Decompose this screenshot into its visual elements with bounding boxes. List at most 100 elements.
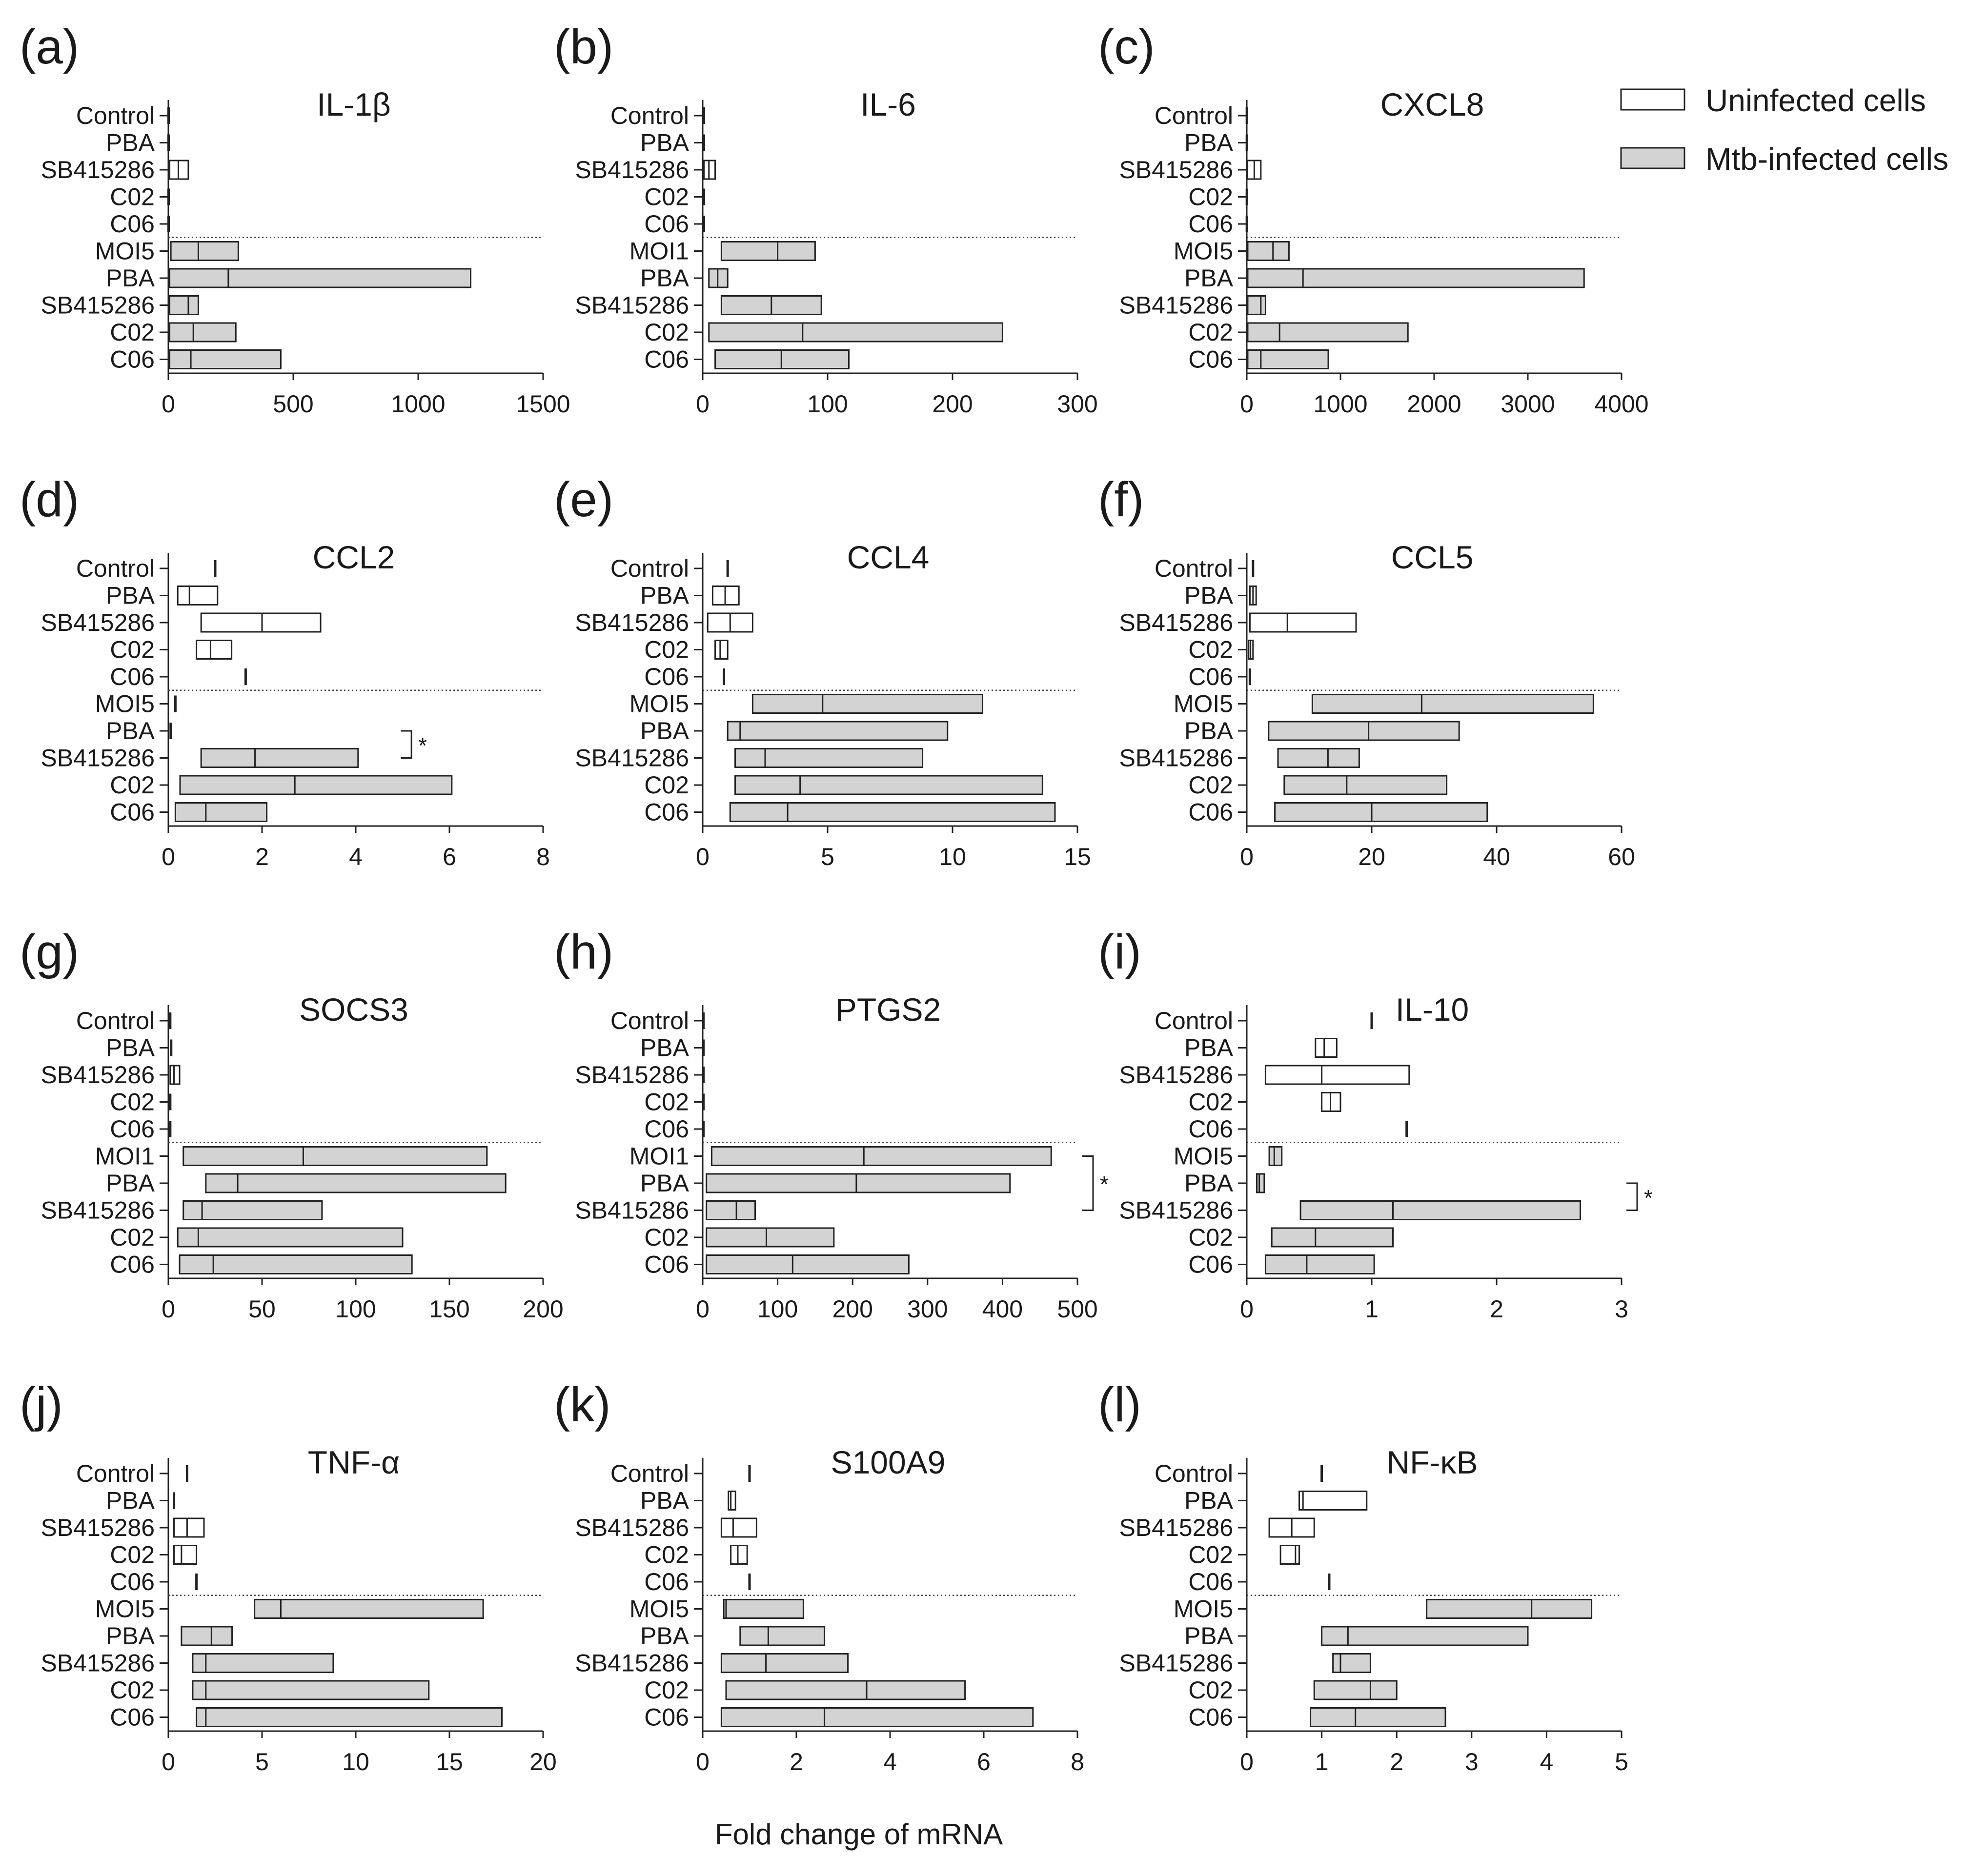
panel-title: CCL2 xyxy=(313,539,395,575)
category-label: SB415286 xyxy=(41,745,155,772)
range-bar xyxy=(739,1626,826,1646)
range-bar xyxy=(177,585,219,606)
category-label: PBA xyxy=(1184,717,1234,745)
x-tick-label: 0 xyxy=(1240,1748,1254,1776)
legend-item-infected: Mtb-infected cells xyxy=(1620,141,1948,177)
x-tick-label: 200 xyxy=(932,390,973,418)
category-label: C06 xyxy=(110,1115,155,1143)
panel-letter: (f) xyxy=(1098,472,1144,527)
category-label: SB415286 xyxy=(41,1197,155,1224)
category-label: C06 xyxy=(1188,210,1233,238)
range-bar xyxy=(1247,241,1290,261)
category-label: C06 xyxy=(1188,663,1233,690)
range-bar xyxy=(734,748,924,768)
x-tick-label: 6 xyxy=(443,843,456,870)
panel-i: (i)IL-100 1 2 3ControlPBASB415286C02C06MOI5… xyxy=(1098,925,1653,1323)
range-bar xyxy=(179,775,453,795)
range-bar xyxy=(192,1653,334,1673)
category-label: PBA xyxy=(640,1622,690,1650)
category-label: SB415286 xyxy=(1119,1514,1233,1541)
category-label: C06 xyxy=(644,210,689,238)
category-label: C02 xyxy=(110,1224,155,1251)
x-tick-label: 500 xyxy=(1057,1295,1097,1323)
category-label: Control xyxy=(610,555,689,582)
x-tick-label: 0 xyxy=(162,843,175,870)
x-tick-label: 2 xyxy=(1490,1295,1503,1323)
range-bar xyxy=(1277,748,1360,768)
category-label: C02 xyxy=(644,1676,689,1704)
x-tick-label: 0 xyxy=(162,1748,175,1776)
legend-label-uninfected: Uninfected cells xyxy=(1705,83,1926,118)
range-bar xyxy=(181,1626,233,1646)
category-label: C02 xyxy=(644,1089,689,1116)
category-label: PBA xyxy=(106,1487,155,1514)
x-tick-label: 3 xyxy=(1465,1748,1479,1776)
category-label: PBA xyxy=(640,1170,690,1197)
category-label: MOI5 xyxy=(1174,1595,1233,1623)
category-label: C06 xyxy=(1188,1568,1233,1595)
range-bar xyxy=(1321,1626,1529,1646)
x-tick-label: 100 xyxy=(757,1295,798,1323)
category-label: C02 xyxy=(644,1224,689,1251)
x-tick-label: 1000 xyxy=(391,390,445,418)
category-label: PBA xyxy=(1184,582,1234,609)
range-bar xyxy=(1264,1254,1375,1274)
range-bar xyxy=(751,694,983,714)
range-bar xyxy=(1332,1653,1371,1673)
category-label: PBA xyxy=(1184,1487,1234,1514)
category-label: PBA xyxy=(640,129,690,157)
category-label: PBA xyxy=(640,1034,690,1062)
category-label: PBA xyxy=(106,1622,155,1650)
category-label: Control xyxy=(1155,555,1233,582)
panel-b: (b)IL-60 100 200 300ControlPBASB415286C02C0… xyxy=(554,20,1098,418)
x-tick-label: 200 xyxy=(523,1295,563,1323)
category-label: C06 xyxy=(644,346,689,373)
panel-title: PTGS2 xyxy=(835,991,941,1028)
panel-letter: (j) xyxy=(20,1377,63,1432)
panels: (a)IL-1β0 500 1000 1500ControlPBASB415286C0… xyxy=(20,20,1653,1776)
category-label: C02 xyxy=(1188,1089,1233,1116)
range-bar xyxy=(1256,1173,1265,1193)
category-label: MOI5 xyxy=(1174,1143,1233,1170)
category-label: C02 xyxy=(644,1541,689,1569)
range-bar xyxy=(192,1680,430,1700)
category-label: C02 xyxy=(110,319,155,346)
significance-star: * xyxy=(418,733,427,758)
range-bar xyxy=(725,1680,966,1700)
category-label: C06 xyxy=(110,210,155,238)
category-label: PBA xyxy=(1184,129,1234,157)
category-label: SB415286 xyxy=(575,1650,689,1677)
panel-letter: (b) xyxy=(554,20,613,74)
range-bar xyxy=(1247,268,1585,288)
x-tick-label: 2 xyxy=(255,843,269,870)
range-bar xyxy=(1268,721,1460,741)
category-label: MOI5 xyxy=(95,690,155,718)
category-label: C06 xyxy=(644,1251,689,1278)
x-tick-label: 2000 xyxy=(1407,390,1461,418)
x-tick-label: 1 xyxy=(1365,1295,1379,1323)
range-bar xyxy=(205,1173,507,1193)
panel-title: IL-6 xyxy=(860,86,916,122)
category-label: C06 xyxy=(644,1568,689,1595)
range-bar xyxy=(169,268,472,288)
category-label: SB415286 xyxy=(41,156,155,183)
category-label: C02 xyxy=(110,771,155,799)
x-tick-label: 0 xyxy=(1240,1295,1254,1323)
x-tick-label: 100 xyxy=(807,390,848,418)
panel-letter: (k) xyxy=(554,1377,611,1432)
category-label: SB415286 xyxy=(1119,609,1233,636)
range-bar xyxy=(183,1146,488,1166)
x-tick-label: 100 xyxy=(335,1295,376,1323)
range-bar xyxy=(720,241,816,261)
range-bar xyxy=(720,1653,849,1673)
category-label: PBA xyxy=(106,582,155,609)
x-tick-label: 3000 xyxy=(1501,390,1555,418)
category-label: C06 xyxy=(1188,1115,1233,1143)
category-label: SB415286 xyxy=(41,1061,155,1089)
category-label: MOI1 xyxy=(629,1143,689,1170)
x-tick-label: 2 xyxy=(1390,1748,1403,1776)
